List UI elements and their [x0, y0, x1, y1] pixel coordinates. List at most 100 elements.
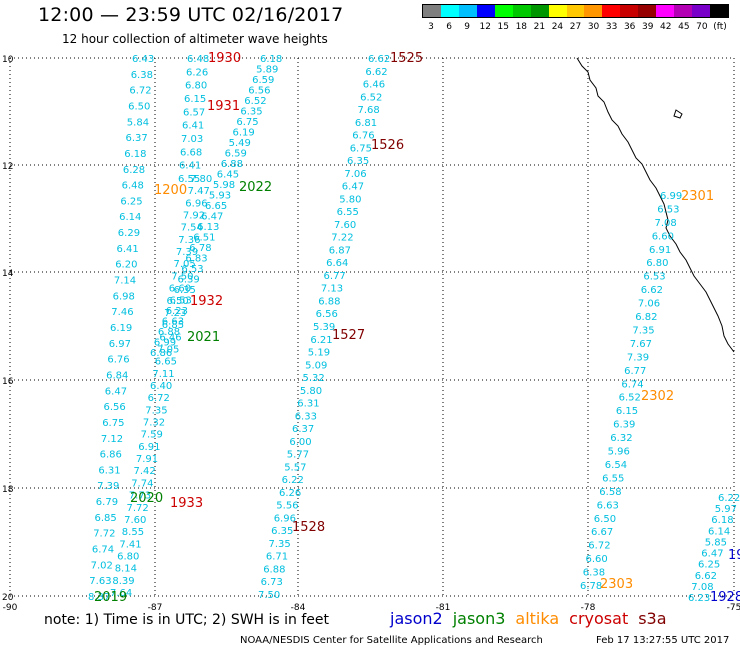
- wave-height-value: 7.46: [111, 307, 133, 318]
- wave-height-value: 5.57: [284, 462, 306, 473]
- wave-height-value: 7.23: [164, 308, 186, 319]
- wave-height-value: 6.26: [186, 67, 208, 78]
- wave-height-value: 7.35: [632, 326, 654, 337]
- wave-height-value: 6.97: [109, 339, 131, 350]
- wave-height-value: 6.85: [95, 513, 117, 524]
- wave-height-value: 7.06: [638, 299, 660, 310]
- wave-height-value: 7.54: [181, 223, 203, 234]
- wave-height-value: 5.84: [127, 117, 149, 128]
- footer-note: note: 1) Time is in UTC; 2) SWH is in fe…: [44, 612, 330, 628]
- wave-height-value: 6.56: [316, 309, 338, 320]
- wave-height-value: 6.47: [105, 386, 127, 397]
- color-scale-swatch: [620, 5, 639, 17]
- wave-height-value: 6.55: [178, 174, 200, 185]
- color-scale-label: 42: [660, 22, 672, 32]
- wave-height-value: 6.65: [155, 357, 177, 368]
- wave-height-value: 5.98: [213, 180, 235, 191]
- satellite-legend: jason2 jason3 altika cryosat s3a: [390, 609, 677, 628]
- color-scale-label: 24: [551, 22, 564, 32]
- wave-height-value: 6.47: [342, 182, 364, 193]
- wave-height-value: 6.62: [695, 571, 717, 582]
- pass-time-label: 2020: [130, 491, 163, 506]
- color-scale-swatch: [494, 5, 513, 17]
- lat-label: 12: [2, 162, 13, 172]
- wave-height-value: 6.13: [197, 222, 219, 233]
- pass-time-label: 1933: [170, 496, 203, 511]
- wave-height-value: 7.72: [127, 503, 149, 514]
- wave-height-value: 8.14: [115, 564, 137, 575]
- color-scale-label: 21: [533, 22, 546, 32]
- wave-height-value: 6.88: [221, 159, 243, 170]
- wave-height-value: 6.35: [271, 526, 293, 537]
- wave-height-value: 6.76: [107, 355, 129, 366]
- wave-height-value: 7.59: [141, 430, 163, 441]
- wave-height-value: 6.48: [122, 181, 144, 192]
- color-scale-labels: 3 6 9 12 15 18 21 24 27 30 33 36 39 42 45 70 (ft): [422, 22, 729, 34]
- wave-height-value: 7.14: [114, 276, 136, 287]
- color-scale-swatch: [458, 5, 477, 17]
- wave-height-value: 6.41: [182, 121, 204, 132]
- wave-height-value: 6.00: [289, 437, 311, 448]
- color-scale-swatch: [440, 5, 459, 17]
- wave-height-value: 7.42: [134, 466, 156, 477]
- color-scale-label: 45: [678, 22, 690, 32]
- color-scale-label: 27: [569, 22, 582, 32]
- wave-height-value: 8.55: [122, 527, 144, 538]
- color-scale-swatch: [423, 5, 441, 17]
- wave-height-value: 6.35: [347, 156, 369, 167]
- wave-height-value: 6.65: [205, 201, 227, 212]
- wave-height-value: 5.09: [305, 360, 327, 371]
- wave-height-value: 6.88: [158, 327, 180, 338]
- wave-height-value: 6.48: [187, 54, 209, 65]
- pass-time-label: 1928: [710, 590, 740, 605]
- wave-height-value: 6.99: [660, 191, 682, 202]
- wave-height-value: 6.57: [183, 107, 205, 118]
- wave-height-value: 6.80: [646, 258, 668, 269]
- color-scale-label: 9: [464, 22, 471, 32]
- color-scale-swatch: [548, 5, 567, 17]
- wave-height-value: 6.58: [599, 487, 621, 498]
- wave-height-value: 6.55: [602, 473, 624, 484]
- wave-height-value: 6.60: [586, 554, 608, 565]
- wave-height-value: 6.78: [580, 581, 602, 592]
- wave-height-value: 6.59: [225, 149, 247, 160]
- wave-height-value: 7.39: [176, 247, 198, 258]
- lon-label: -81: [436, 603, 451, 613]
- color-scale-swatch: [710, 5, 728, 17]
- wave-height-value: 6.50: [594, 514, 616, 525]
- wave-height-value: 7.72: [93, 529, 115, 540]
- wave-height-value: 7.92: [183, 211, 205, 222]
- wave-height-value: 6.80: [185, 81, 207, 92]
- lon-label: -75: [727, 603, 740, 613]
- wave-height-value: 7.11: [152, 369, 174, 380]
- wave-height-value: 5.80: [300, 386, 322, 397]
- wave-height-value: 6.56: [248, 86, 270, 97]
- wave-height-value: 7.73: [129, 491, 151, 502]
- wave-height-value: 7.60: [334, 220, 356, 231]
- wave-height-value: 6.46: [159, 332, 181, 343]
- color-scale-swatch: [656, 5, 675, 17]
- wave-height-value: 6.14: [119, 212, 141, 223]
- color-scale-swatch: [566, 5, 585, 17]
- wave-height-value: 6.22: [718, 493, 740, 504]
- lon-label: -78: [581, 603, 596, 613]
- color-scale-swatch: [584, 5, 603, 17]
- lon-label: -90: [3, 603, 18, 613]
- wave-height-value: 7.08: [691, 582, 713, 593]
- lat-label: 10: [2, 55, 14, 65]
- wave-height-value: 7.64: [110, 588, 132, 599]
- wave-height-value: 5.85: [705, 537, 727, 548]
- wave-height-value: 6.33: [295, 411, 317, 422]
- color-scale-label: 6: [446, 22, 452, 32]
- wave-height-value: 6.68: [180, 147, 202, 158]
- wave-height-value: 7.02: [91, 560, 113, 571]
- wave-height-value: 6.60: [652, 231, 674, 242]
- wave-height-value: 6.98: [113, 291, 135, 302]
- wave-height-value: 7.03: [181, 134, 203, 145]
- wave-height-value: 6.85: [162, 320, 184, 331]
- wave-height-value: 6.31: [98, 465, 120, 476]
- wave-height-value: 6.75: [350, 143, 372, 154]
- wave-height-value: 6.20: [115, 260, 137, 271]
- wave-height-value: 6.46: [363, 80, 385, 91]
- wave-height-value: 6.18: [260, 54, 282, 65]
